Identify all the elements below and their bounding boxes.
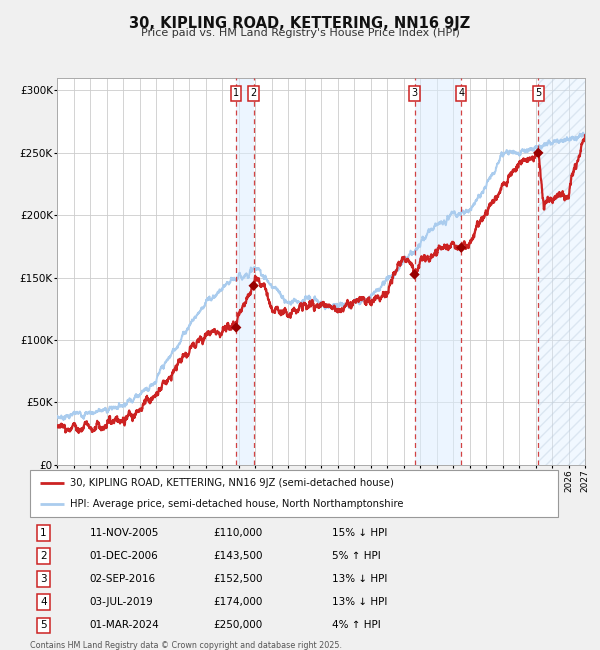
Text: £174,000: £174,000 <box>214 597 263 607</box>
Text: 5: 5 <box>535 88 541 98</box>
Text: £152,500: £152,500 <box>214 574 263 584</box>
Text: 13% ↓ HPI: 13% ↓ HPI <box>332 597 388 607</box>
Bar <box>538 78 585 465</box>
Point <box>249 281 259 291</box>
Text: 4: 4 <box>40 597 47 607</box>
Text: £143,500: £143,500 <box>214 551 263 561</box>
Point <box>533 148 543 158</box>
Text: 30, KIPLING ROAD, KETTERING, NN16 9JZ: 30, KIPLING ROAD, KETTERING, NN16 9JZ <box>130 16 470 31</box>
Bar <box>415 78 461 465</box>
Text: £110,000: £110,000 <box>214 528 263 538</box>
Text: 01-MAR-2024: 01-MAR-2024 <box>89 621 159 630</box>
Text: 13% ↓ HPI: 13% ↓ HPI <box>332 574 388 584</box>
Text: 15% ↓ HPI: 15% ↓ HPI <box>332 528 388 538</box>
Point <box>410 269 419 280</box>
Point <box>232 322 241 333</box>
Text: 3: 3 <box>40 574 47 584</box>
Text: 2: 2 <box>40 551 47 561</box>
Text: 1: 1 <box>40 528 47 538</box>
Text: 5: 5 <box>40 621 47 630</box>
Point <box>457 242 466 253</box>
Text: 1: 1 <box>233 88 239 98</box>
Text: 4% ↑ HPI: 4% ↑ HPI <box>332 621 381 630</box>
Bar <box>236 78 254 465</box>
Text: 30, KIPLING ROAD, KETTERING, NN16 9JZ (semi-detached house): 30, KIPLING ROAD, KETTERING, NN16 9JZ (s… <box>70 478 394 488</box>
Text: Price paid vs. HM Land Registry's House Price Index (HPI): Price paid vs. HM Land Registry's House … <box>140 28 460 38</box>
Text: 5% ↑ HPI: 5% ↑ HPI <box>332 551 381 561</box>
Text: 3: 3 <box>412 88 418 98</box>
Text: Contains HM Land Registry data © Crown copyright and database right 2025.
This d: Contains HM Land Registry data © Crown c… <box>30 641 342 650</box>
Text: 02-SEP-2016: 02-SEP-2016 <box>89 574 155 584</box>
Text: 4: 4 <box>458 88 464 98</box>
FancyBboxPatch shape <box>30 470 558 517</box>
Text: 01-DEC-2006: 01-DEC-2006 <box>89 551 158 561</box>
Text: HPI: Average price, semi-detached house, North Northamptonshire: HPI: Average price, semi-detached house,… <box>70 499 403 509</box>
Text: £250,000: £250,000 <box>214 621 263 630</box>
Text: 2: 2 <box>251 88 257 98</box>
Text: 11-NOV-2005: 11-NOV-2005 <box>89 528 159 538</box>
Text: 03-JUL-2019: 03-JUL-2019 <box>89 597 153 607</box>
